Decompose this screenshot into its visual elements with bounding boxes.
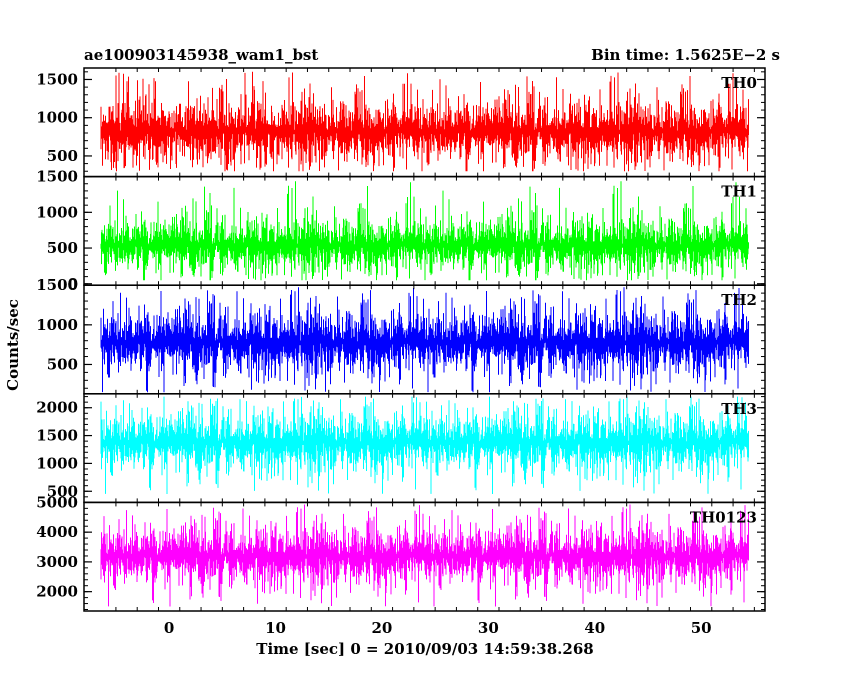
x-tick-label: 50 <box>691 619 712 637</box>
x-tick-label: 40 <box>584 619 605 637</box>
y-tick-label: 4000 <box>36 523 78 541</box>
panel-label: TH0123 <box>690 508 757 526</box>
trace-th1 <box>100 181 749 281</box>
panel-th2: 500 1000 1500 TH2 <box>36 276 766 395</box>
x-tick-label: 10 <box>265 619 286 637</box>
y-tick-label: 1500 <box>36 168 78 186</box>
y-tick-label: 1500 <box>36 427 78 445</box>
panel-label: TH1 <box>721 183 757 201</box>
panel-label: TH3 <box>721 400 757 418</box>
chart-subtitle: Bin time: 1.5625E−2 s <box>591 46 780 64</box>
y-tick-label: 1000 <box>36 454 78 472</box>
y-tick-label: 3000 <box>36 553 78 571</box>
x-tick-label: 0 <box>164 619 174 637</box>
y-tick-label: 500 <box>47 482 78 500</box>
panel-label: TH0 <box>721 74 757 92</box>
x-axis-label: Time [sec] 0 = 2010/09/03 14:59:38.268 <box>256 640 593 658</box>
panel-th1: 0 500 1000 1500 TH1 <box>36 168 766 293</box>
trace-th0 <box>100 71 749 172</box>
y-tick-label: 5000 <box>36 493 78 511</box>
frame-th0123 <box>83 501 766 612</box>
panel-th3: 500 1000 1500 2000 TH3 <box>36 393 766 504</box>
trace-th2 <box>100 287 749 393</box>
panel-th0: 500 1000 1500 TH0 <box>36 67 766 178</box>
y-tick-label: 500 <box>47 147 78 165</box>
y-tick-label: 1000 <box>36 109 78 127</box>
trace-th3 <box>100 396 749 494</box>
y-tick-label: 2000 <box>36 583 78 601</box>
y-tick-label: 1500 <box>36 276 78 294</box>
panel-th0123: 2000 3000 4000 5000 TH0123 <box>36 493 766 612</box>
y-tick-label: 1000 <box>36 316 78 334</box>
x-tick-label: 30 <box>478 619 499 637</box>
x-axis: 0 10 20 30 40 50 <box>164 619 712 637</box>
trace-th0123 <box>100 504 749 607</box>
y-axis-label: Counts/sec <box>4 299 22 391</box>
x-tick-label: 20 <box>372 619 393 637</box>
y-tick-label: 0 <box>68 275 78 293</box>
y-tick-label: 1000 <box>36 203 78 221</box>
y-tick-label: 500 <box>47 355 78 373</box>
chart-title: ae100903145938_wam1_bst <box>84 46 318 64</box>
panels-group: 500 1000 1500 TH0 0 500 1000 1500 TH1 500 1000 1500… <box>36 67 766 612</box>
y-tick-label: 500 <box>47 239 78 257</box>
y-tick-label: 2000 <box>36 399 78 417</box>
panel-label: TH2 <box>721 291 757 309</box>
y-tick-label: 1500 <box>36 70 78 88</box>
